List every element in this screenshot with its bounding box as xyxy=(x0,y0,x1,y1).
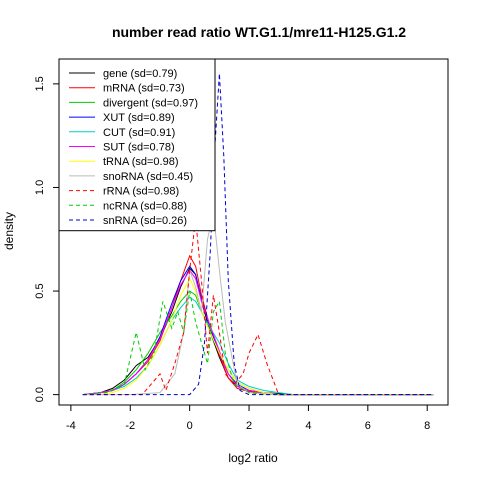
series-line-8 xyxy=(82,218,434,396)
legend-label: gene (sd=0.79) xyxy=(103,68,177,80)
x-tick-label: 0 xyxy=(187,420,193,432)
legend-label: XUT (sd=0.89) xyxy=(103,112,175,124)
legend-label: snRNA (sd=0.26) xyxy=(103,215,187,227)
x-tick-label: 8 xyxy=(424,420,430,432)
legend-label: SUT (sd=0.78) xyxy=(103,142,175,154)
legend: gene (sd=0.79) mRNA (sd=0.73) divergent (s… xyxy=(58,58,216,232)
x-tick-label: 4 xyxy=(305,420,311,432)
y-axis-label: density xyxy=(2,212,16,250)
series-layer xyxy=(82,73,434,396)
legend-label: CUT (sd=0.91) xyxy=(103,127,175,139)
series-line-9 xyxy=(82,290,434,396)
series-line-4 xyxy=(82,296,434,396)
y-tick-label: 0.5 xyxy=(34,283,46,298)
legend-label: ncRNA (sd=0.88) xyxy=(103,200,187,212)
x-tick-label: 6 xyxy=(365,420,371,432)
series-line-0 xyxy=(82,267,434,396)
x-tick-label: -2 xyxy=(125,420,135,432)
series-line-10 xyxy=(82,73,434,396)
legend-label: mRNA (sd=0.73) xyxy=(103,83,185,95)
legend-label: divergent (sd=0.97) xyxy=(103,97,198,109)
x-tick-label: -4 xyxy=(66,420,76,432)
series-line-1 xyxy=(82,254,434,396)
y-tick-label: 1.0 xyxy=(34,180,46,195)
series-line-3 xyxy=(82,265,434,396)
y-tick-label: 0.0 xyxy=(34,387,46,402)
y-tick-label: 1.5 xyxy=(34,76,46,91)
legend-label: rRNA (sd=0.98) xyxy=(103,186,179,198)
chart-title: number read ratio WT.G1.1/mre11-H125.G1.… xyxy=(112,24,406,40)
legend-label: snoRNA (sd=0.45) xyxy=(103,171,193,183)
x-axis-label: log2 ratio xyxy=(228,451,278,465)
legend-label: tRNA (sd=0.98) xyxy=(103,156,179,168)
plot-area-frame xyxy=(58,58,449,406)
series-line-5 xyxy=(82,269,434,396)
x-tick-label: 2 xyxy=(246,420,252,432)
